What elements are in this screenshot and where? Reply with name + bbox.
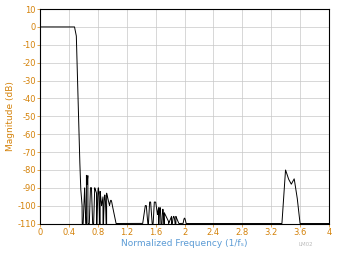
Text: LM02: LM02 (299, 242, 313, 247)
X-axis label: Normalized Frequency (1/fₛ): Normalized Frequency (1/fₛ) (121, 240, 248, 248)
Y-axis label: Magnitude (dB): Magnitude (dB) (5, 81, 14, 151)
